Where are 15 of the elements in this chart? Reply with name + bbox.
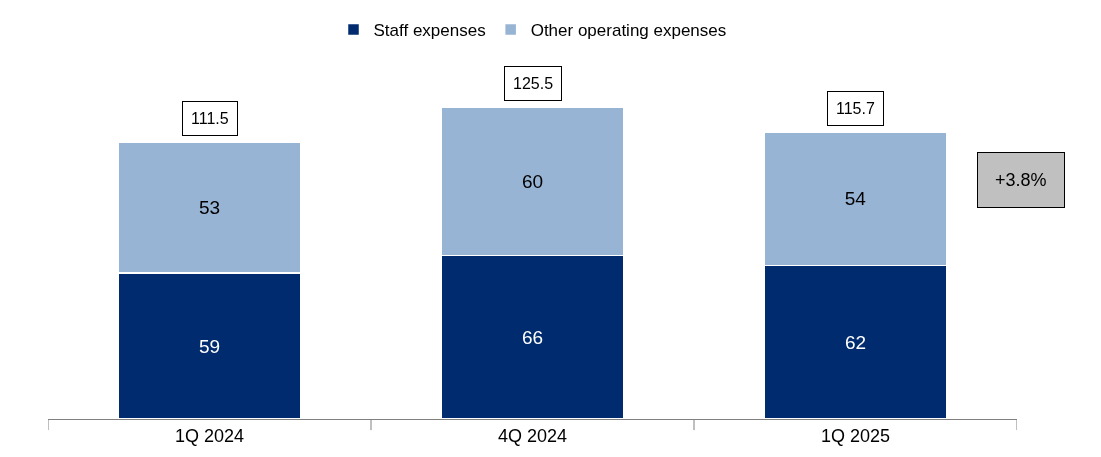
data-label: 59 [198, 335, 221, 357]
data-label: 66 [521, 326, 544, 348]
legend-label: Other operating expenses [530, 21, 727, 41]
x-tick-label: 1Q 2024 [174, 425, 245, 446]
data-label: 54 [844, 188, 867, 210]
x-tick-label: 4Q 2024 [497, 425, 568, 446]
data-label: 62 [844, 331, 867, 353]
annotation: 111.5 [191, 110, 229, 127]
x-tick-label: 1Q 2025 [820, 425, 891, 446]
legend-label: Staff expenses [373, 21, 486, 41]
annotation: 125.5 [513, 75, 554, 92]
annotation: 115.7 [836, 100, 875, 117]
data-label: 53 [198, 196, 221, 218]
annotation: +3.8% [995, 170, 1047, 190]
data-label: 60 [521, 170, 544, 192]
